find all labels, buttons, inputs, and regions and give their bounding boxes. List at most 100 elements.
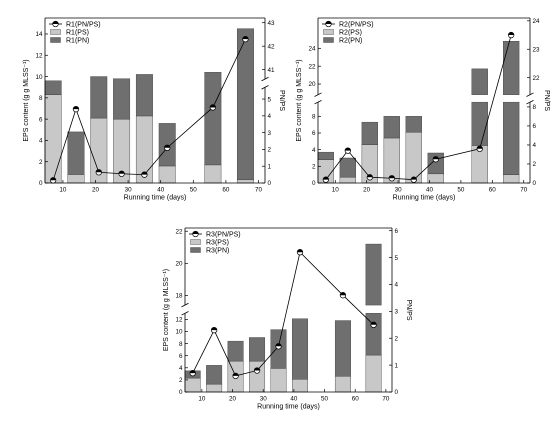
panel-3-r3-pn-ps-point-day-66: [370, 321, 377, 328]
panel-3-r3-pn-ps-point-day-14: [210, 327, 218, 334]
panel-2-r2-pn-ps-point-day-35: [410, 176, 417, 183]
panel-3-right-tick-label: 1: [395, 362, 399, 369]
panel-3-right-tick-label: 5: [395, 255, 399, 262]
panel-2-bar-r2-ps-day-35-part-1: [405, 131, 422, 184]
panel-1-r1-pn-ps-point-day-28-half-fill: [118, 170, 125, 174]
panel-3-bar-r3-ps-day-42-part-1: [292, 379, 308, 393]
panel-3-legend-marker-half-fill: [192, 231, 199, 234]
panel-2-right-tick-label: 23: [533, 46, 541, 53]
panel-1-left-tick-label: 14: [35, 31, 43, 38]
panel-2-left-axis-break-mark-2: [314, 92, 322, 97]
panel-2-r2-pn-ps-point-day-56-half-fill: [476, 145, 483, 149]
panel-1-ratio-line-group: [50, 35, 249, 184]
panel-1-legend-item-r1-pn: R1(PN): [50, 37, 89, 44]
panel-3-legend-swatch-r3-pn: [190, 247, 201, 253]
panel-3-y-axis-label: EPS content (g g MLSS⁻¹): [163, 269, 170, 351]
panel-3-bar-r3-pn-day-66-part-2: [365, 243, 382, 306]
panel-3-legend-item-r3-ps: R3(PS): [190, 239, 229, 246]
panel-1-r1-pn-ps-point-day-42: [164, 144, 171, 151]
panel-1-axis-labels: Running time (days) EPS content (g g MLSS…: [23, 59, 285, 201]
panel-1-r1-pn-ps-point-day-56: [209, 104, 217, 111]
panel-1-bar-r1-pn-day-28: [113, 78, 131, 120]
panel-2-legend-item-r2-pn: R2(PN): [323, 37, 362, 44]
panel-2-bar-r2-pn-day-14-part-1: [339, 157, 356, 178]
panel-1-x-tick-label: 60: [222, 187, 230, 194]
panel-3-r3-pn-ps-point-day-14-half-fill: [211, 327, 217, 331]
panel-3-x-tick-label: 10: [198, 396, 206, 403]
panel-1-bar-r1-ps-day-7: [44, 94, 62, 184]
panel-1-legend-label: R1(PN/PS): [66, 21, 101, 28]
panel-2-bars: [317, 41, 520, 184]
panel-1-legend: R1(PN/PS)R1(PS)R1(PN): [49, 20, 101, 44]
panel-3-x-tick-label: 60: [352, 396, 360, 403]
panel-1-left-tick-label: 6: [39, 116, 43, 123]
panel-2-r2-pn-ps-point-day-56: [476, 145, 483, 152]
panel-1-legend-item-r1-pn-ps: R1(PN/PS): [49, 20, 101, 28]
panel-3-legend-swatch-r3-ps: [190, 239, 201, 245]
panel-3-r3-pn-ps-line: [192, 251, 374, 377]
panel-2-r2-pn-ps-line: [325, 34, 512, 181]
panel-3-x-tick-label: 70: [382, 396, 390, 403]
panel-3-x-tick-label: 30: [260, 396, 268, 403]
panel-2-bar-r2-pn-day-21-part-1: [361, 121, 378, 145]
panel-1-r1-pn-ps-point-day-35: [141, 171, 148, 178]
panel-3-bar-r3-pn-day-42-part-1: [292, 318, 308, 380]
panel-1-r1-pn-ps-point-day-14-half-fill: [73, 106, 79, 110]
panel-3-r3-pn-ps-point-day-7: [189, 370, 196, 377]
panel-2-bar-r2-ps-day-42-part-1: [427, 173, 444, 184]
panel-3-left-tick-label: 0: [179, 389, 183, 396]
panel-3-left-tick-label: 12: [175, 317, 183, 324]
panel-2-left-tick-label: 0: [312, 180, 316, 187]
panel-3-left-tick-label: 18: [175, 293, 183, 300]
panel-1-y-axis-label: EPS content (g g MLSS⁻¹): [23, 59, 30, 141]
panel-1-bar-r1-pn-day-14: [67, 131, 85, 175]
panel-2-bar-r2-pn-day-56-part-1: [471, 101, 488, 146]
panel-2-x-tick-label: 50: [457, 187, 465, 194]
panel-1-legend-swatch-r1-pn: [50, 37, 61, 43]
panel-1-bar-r1-pn-day-56: [204, 72, 222, 166]
panel-2-x-tick-label: 70: [520, 187, 528, 194]
panel-2-left-tick-label: 2: [312, 164, 316, 171]
panel-1-x-tick-label: 40: [157, 187, 165, 194]
panel-1-y2-axis-label: PN/PS: [278, 90, 285, 111]
panel-3-right-tick-label: 6: [395, 228, 399, 235]
panel-2-bar-r2-pn-day-66-part-2: [503, 41, 520, 95]
panel-3-r3-pn-ps-point-day-56-half-fill: [340, 292, 346, 296]
panel-2-r2-pn-ps-point-day-21-half-fill: [367, 174, 373, 178]
panel-1-bar-r1-ps-day-42: [158, 165, 176, 184]
panel-1-r1-pn-ps-point-day-56-half-fill: [210, 104, 216, 108]
panel-3-r3-pn-ps-point-day-35-half-fill: [275, 343, 282, 347]
panel-1-left-tick-label: 4: [39, 138, 43, 145]
panel-2-left-tick-label: 4: [312, 147, 316, 154]
panel-3-legend-label: R3(PN): [206, 247, 229, 254]
panel-3-r3-pn-ps-point-day-7-half-fill: [189, 370, 196, 374]
panel-3-bar-r3-ps-day-28-part-1: [249, 360, 266, 393]
panel-2-legend-label: R2(PN/PS): [339, 21, 374, 28]
panel-3-legend-item-r3-pn-ps: R3(PN/PS): [189, 230, 241, 238]
panel-1-right-tick-label: 4: [268, 113, 272, 120]
panel-1-right-tick-label: 0: [268, 180, 272, 187]
panel-3-left-tick-label: 20: [175, 261, 183, 268]
panel-1-bar-r1-pn-day-7: [44, 80, 62, 95]
panel-1-r1-pn-ps-point-day-42-half-fill: [164, 144, 171, 148]
panel-1-r1-pn-ps-point-day-66-half-fill: [242, 36, 249, 40]
panel-2-r2-pn-ps-point-day-7: [322, 176, 330, 183]
panel-2-right-tick-label: 22: [533, 75, 541, 82]
panel-1-x-tick-label: 20: [92, 187, 100, 194]
panel-1-x-tick-label: 50: [190, 187, 198, 194]
panel-3-r3-pn-ps-point-day-28: [253, 367, 261, 374]
panel-3-x-tick-label: 40: [290, 396, 298, 403]
panel-1-legend-label: R1(PS): [66, 29, 89, 36]
panel-3-r3-pn-ps-point-day-35: [275, 343, 282, 350]
panel-3-left-tick-label: 8: [179, 341, 183, 348]
panel-1-r1-pn-ps-point-day-7: [50, 177, 57, 184]
panel-3-r3-pn-ps-point-day-28-half-fill: [254, 367, 260, 371]
panel-1-bar-r1-ps-day-56: [204, 164, 222, 184]
panel-1-right-axis-break-mark-1: [261, 85, 269, 90]
panel-2-r2-pn-ps-point-day-28: [388, 175, 395, 182]
panel-1-r1-pn-ps-line: [52, 38, 246, 181]
